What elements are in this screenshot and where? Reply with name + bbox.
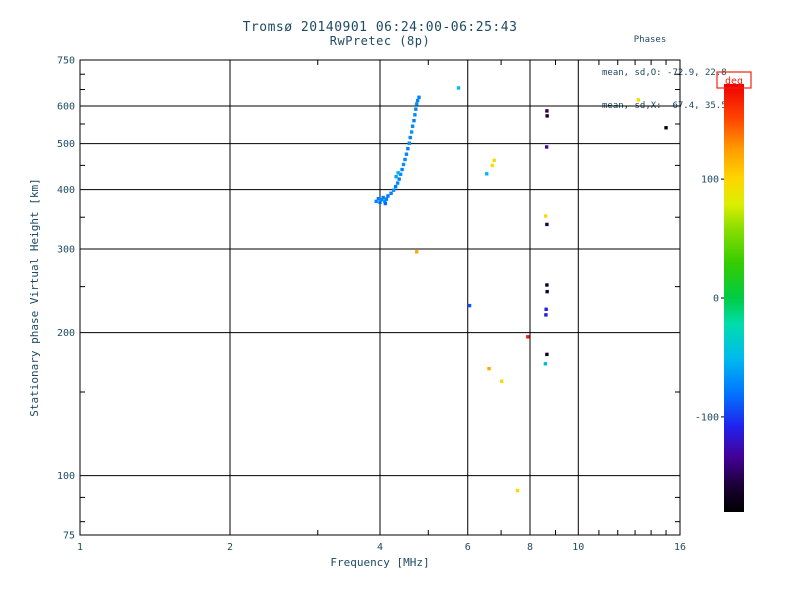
- data-point: [544, 145, 549, 149]
- data-points: [374, 86, 668, 493]
- data-point: [545, 289, 549, 294]
- y-tick-label: 75: [63, 531, 75, 542]
- y-tick-label: 200: [57, 328, 75, 339]
- data-point: [467, 303, 472, 308]
- plot-title: Tromsø 20140901 06:24:00-06:25:43: [242, 20, 518, 35]
- colorbar-tick-label: 0: [713, 294, 719, 305]
- data-point: [395, 181, 400, 185]
- phase-stats-header: Phases: [633, 35, 667, 45]
- y-tick-label: 400: [57, 185, 75, 196]
- data-point: [381, 195, 385, 200]
- plot-border: [79, 59, 681, 536]
- x-tick-label: 4: [377, 542, 383, 553]
- x-tick-label: 16: [674, 542, 686, 553]
- data-point: [636, 98, 641, 102]
- data-point: [415, 98, 420, 103]
- data-point: [376, 196, 381, 201]
- data-point: [545, 283, 549, 287]
- data-point: [664, 126, 668, 130]
- y-tick-label: 600: [57, 102, 75, 113]
- data-point: [545, 109, 549, 113]
- data-point: [545, 222, 549, 227]
- data-point: [383, 201, 388, 206]
- data-point: [413, 113, 417, 117]
- y-tick-labels: 75 100 200 300 400 500 600 750: [57, 56, 75, 542]
- colorbar-label-box: [716, 71, 752, 89]
- data-point: [378, 200, 382, 205]
- colorbar-tick-label: 100: [701, 175, 719, 186]
- data-point: [543, 362, 548, 366]
- data-point: [544, 307, 548, 311]
- data-point: [412, 118, 416, 123]
- data-point: [544, 313, 548, 317]
- data-point: [410, 124, 415, 128]
- data-point: [515, 488, 520, 493]
- data-point: [456, 86, 461, 90]
- data-point: [526, 335, 530, 339]
- data-point: [409, 130, 414, 134]
- data-point: [545, 114, 549, 118]
- colorbar-tick-label: -100: [695, 412, 719, 423]
- data-point: [379, 198, 384, 202]
- y-tick-label: 100: [57, 471, 75, 482]
- data-point: [407, 141, 412, 145]
- data-point: [383, 199, 387, 204]
- x-tick-labels: 1 2 4 6 8 10 16: [77, 542, 686, 553]
- data-point: [485, 172, 489, 176]
- data-point: [391, 188, 396, 192]
- data-point: [403, 157, 407, 162]
- gridlines: [80, 60, 680, 535]
- colorbar-gradient: [724, 84, 744, 512]
- data-point: [397, 177, 401, 181]
- data-point: [543, 214, 548, 218]
- colorbar: 100 0 -100 deg: [695, 71, 752, 512]
- data-point: [415, 250, 419, 254]
- colorbar-label: deg: [725, 76, 743, 87]
- data-point: [393, 184, 398, 189]
- x-tick-label: 1: [77, 542, 83, 553]
- data-point: [384, 197, 389, 201]
- data-point: [394, 174, 398, 179]
- data-point: [487, 366, 491, 371]
- data-point: [415, 102, 419, 106]
- data-point: [545, 352, 549, 357]
- data-point: [417, 95, 421, 99]
- y-tick-label: 300: [57, 245, 75, 256]
- data-point: [406, 146, 410, 151]
- plot-subtitle: RwPretec (8p): [329, 34, 431, 48]
- data-point: [386, 194, 390, 198]
- data-point: [398, 172, 403, 176]
- data-point: [492, 158, 496, 163]
- data-point: [400, 167, 404, 172]
- data-point: [374, 199, 378, 204]
- minor-ticks: [80, 60, 680, 535]
- x-tick-label: 8: [527, 542, 533, 553]
- data-point: [401, 162, 406, 167]
- data-point: [490, 163, 494, 168]
- data-point: [396, 171, 400, 175]
- data-point: [414, 107, 418, 111]
- data-point: [500, 379, 504, 383]
- x-tick-label: 6: [465, 542, 471, 553]
- y-axis-label: Stationary phase Virtual Height [km]: [28, 178, 41, 416]
- data-point: [389, 191, 393, 196]
- data-point: [408, 135, 412, 140]
- y-tick-label: 500: [57, 139, 75, 150]
- x-axis-label: Frequency [MHz]: [330, 556, 429, 569]
- x-tick-label: 2: [227, 542, 233, 553]
- y-tick-label: 750: [57, 56, 75, 67]
- phase-stats-o-line: mean, sd,O: -72.9, 22.8: [602, 68, 727, 78]
- data-point: [404, 152, 409, 156]
- x-tick-label: 10: [572, 542, 584, 553]
